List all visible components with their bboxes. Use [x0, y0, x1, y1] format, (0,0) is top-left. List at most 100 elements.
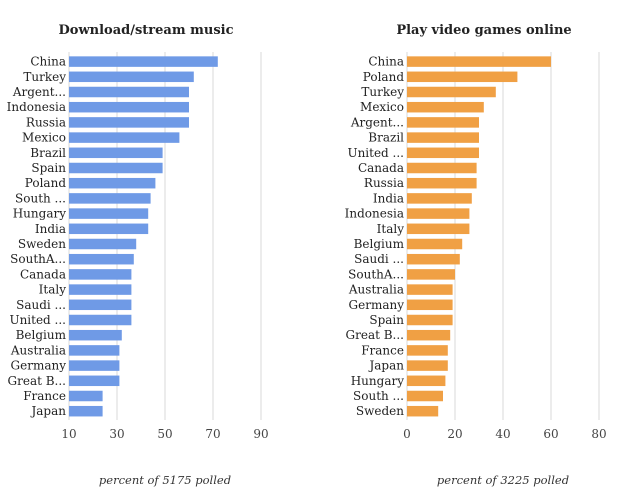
games-category-label: Japan	[367, 359, 404, 373]
music-category-label: Mexico	[22, 131, 66, 145]
games-bar	[407, 71, 518, 83]
music-bar	[69, 56, 218, 67]
music-bar	[69, 86, 189, 98]
games-tick-labels: 0 20 40 60 80	[403, 427, 606, 441]
games-bar	[407, 253, 460, 265]
music-category-label: Sweden	[18, 237, 66, 251]
games-tick-label: 0	[403, 427, 411, 441]
music-bar	[69, 117, 189, 128]
music-category-label: Great B...	[8, 374, 66, 388]
games-bar	[407, 375, 446, 387]
games-category-label: Mexico	[360, 100, 404, 114]
music-category-label: Brazil	[30, 146, 66, 160]
music-bar	[69, 405, 103, 417]
music-chart-title: Download/stream music	[59, 23, 234, 38]
music-bars	[69, 56, 218, 417]
games-bar	[407, 56, 551, 67]
games-category-label: Russia	[364, 176, 404, 190]
games-bar	[407, 238, 463, 250]
music-tick-label: 10	[61, 427, 76, 441]
music-tick-label: 90	[253, 427, 268, 441]
music-bar	[69, 147, 163, 159]
games-category-label: SouthA...	[348, 267, 404, 281]
games-bar	[407, 208, 470, 219]
games-bars	[407, 56, 551, 417]
games-category-label: Sweden	[356, 404, 404, 418]
music-bar	[69, 132, 180, 143]
games-bar	[407, 177, 477, 189]
music-category-label: Belgium	[16, 328, 67, 342]
music-bar	[69, 193, 151, 204]
music-category-label: France	[23, 389, 66, 403]
music-category-label: Japan	[29, 404, 66, 418]
music-tick-labels: 10 30 50 70 90	[61, 427, 268, 441]
games-category-label: Australia	[348, 283, 404, 297]
music-bar	[69, 329, 122, 341]
music-bar	[69, 284, 132, 295]
music-category-label: Italy	[39, 283, 67, 297]
games-category-label: Brazil	[368, 131, 404, 145]
music-category-label: Poland	[25, 176, 67, 190]
music-bar	[69, 253, 134, 265]
games-bar	[407, 132, 479, 143]
music-category-label: Russia	[26, 115, 66, 129]
games-category-label: Italy	[377, 222, 405, 236]
music-category-label: South ...	[15, 191, 66, 205]
games-tick-label: 80	[591, 427, 606, 441]
games-category-label: Canada	[358, 161, 404, 175]
music-bar	[69, 360, 120, 371]
games-category-label: Turkey	[361, 85, 404, 99]
games-category-label: United ...	[347, 146, 404, 160]
games-bar	[407, 390, 443, 402]
music-bar	[69, 208, 149, 219]
music-bar	[69, 375, 120, 387]
music-category-label: Indonesia	[7, 100, 66, 114]
games-bar	[407, 86, 496, 98]
games-bar	[407, 101, 484, 113]
music-bar	[69, 269, 132, 280]
games-bar	[407, 162, 477, 174]
games-bar	[407, 314, 453, 326]
games-bar	[407, 223, 470, 235]
games-bar	[407, 269, 455, 280]
music-bar	[69, 162, 163, 174]
music-category-label: Saudi ...	[16, 298, 66, 312]
music-category-label: Australia	[10, 343, 66, 357]
games-category-label: Germany	[349, 298, 405, 312]
music-bar	[69, 101, 189, 113]
music-category-label: Spain	[31, 161, 66, 175]
games-category-label: South ...	[353, 389, 404, 403]
games-category-label: Hungary	[351, 374, 404, 388]
music-category-label: Canada	[20, 267, 66, 281]
music-tick-label: 50	[157, 427, 172, 441]
music-category-label: United ...	[9, 313, 66, 327]
games-gridlines	[406, 52, 600, 420]
games-category-label: France	[361, 343, 404, 357]
music-bar	[69, 71, 194, 83]
games-bar	[407, 147, 479, 159]
games-category-label: Saudi ...	[354, 252, 404, 266]
games-category-label: Poland	[363, 70, 405, 84]
music-tick-label: 30	[109, 427, 124, 441]
music-bar	[69, 390, 103, 402]
games-bar	[407, 360, 448, 371]
games-category-label: Spain	[369, 313, 404, 327]
music-category-label: China	[30, 55, 66, 69]
music-tick-label: 70	[205, 427, 220, 441]
games-category-label: India	[373, 191, 404, 205]
games-bar	[407, 284, 453, 295]
music-bar	[69, 314, 132, 326]
music-category-label: Hungary	[13, 207, 66, 221]
music-x-axis-label: percent of 5175 polled	[99, 473, 231, 487]
music-category-label: Turkey	[23, 70, 66, 84]
music-category-label: SouthA...	[10, 252, 66, 266]
games-bar	[407, 405, 439, 417]
music-bar	[69, 299, 132, 311]
games-category-label: China	[368, 55, 404, 69]
music-gridlines	[68, 52, 262, 420]
games-bar	[407, 329, 451, 341]
music-category-label: Argent...	[12, 85, 66, 99]
